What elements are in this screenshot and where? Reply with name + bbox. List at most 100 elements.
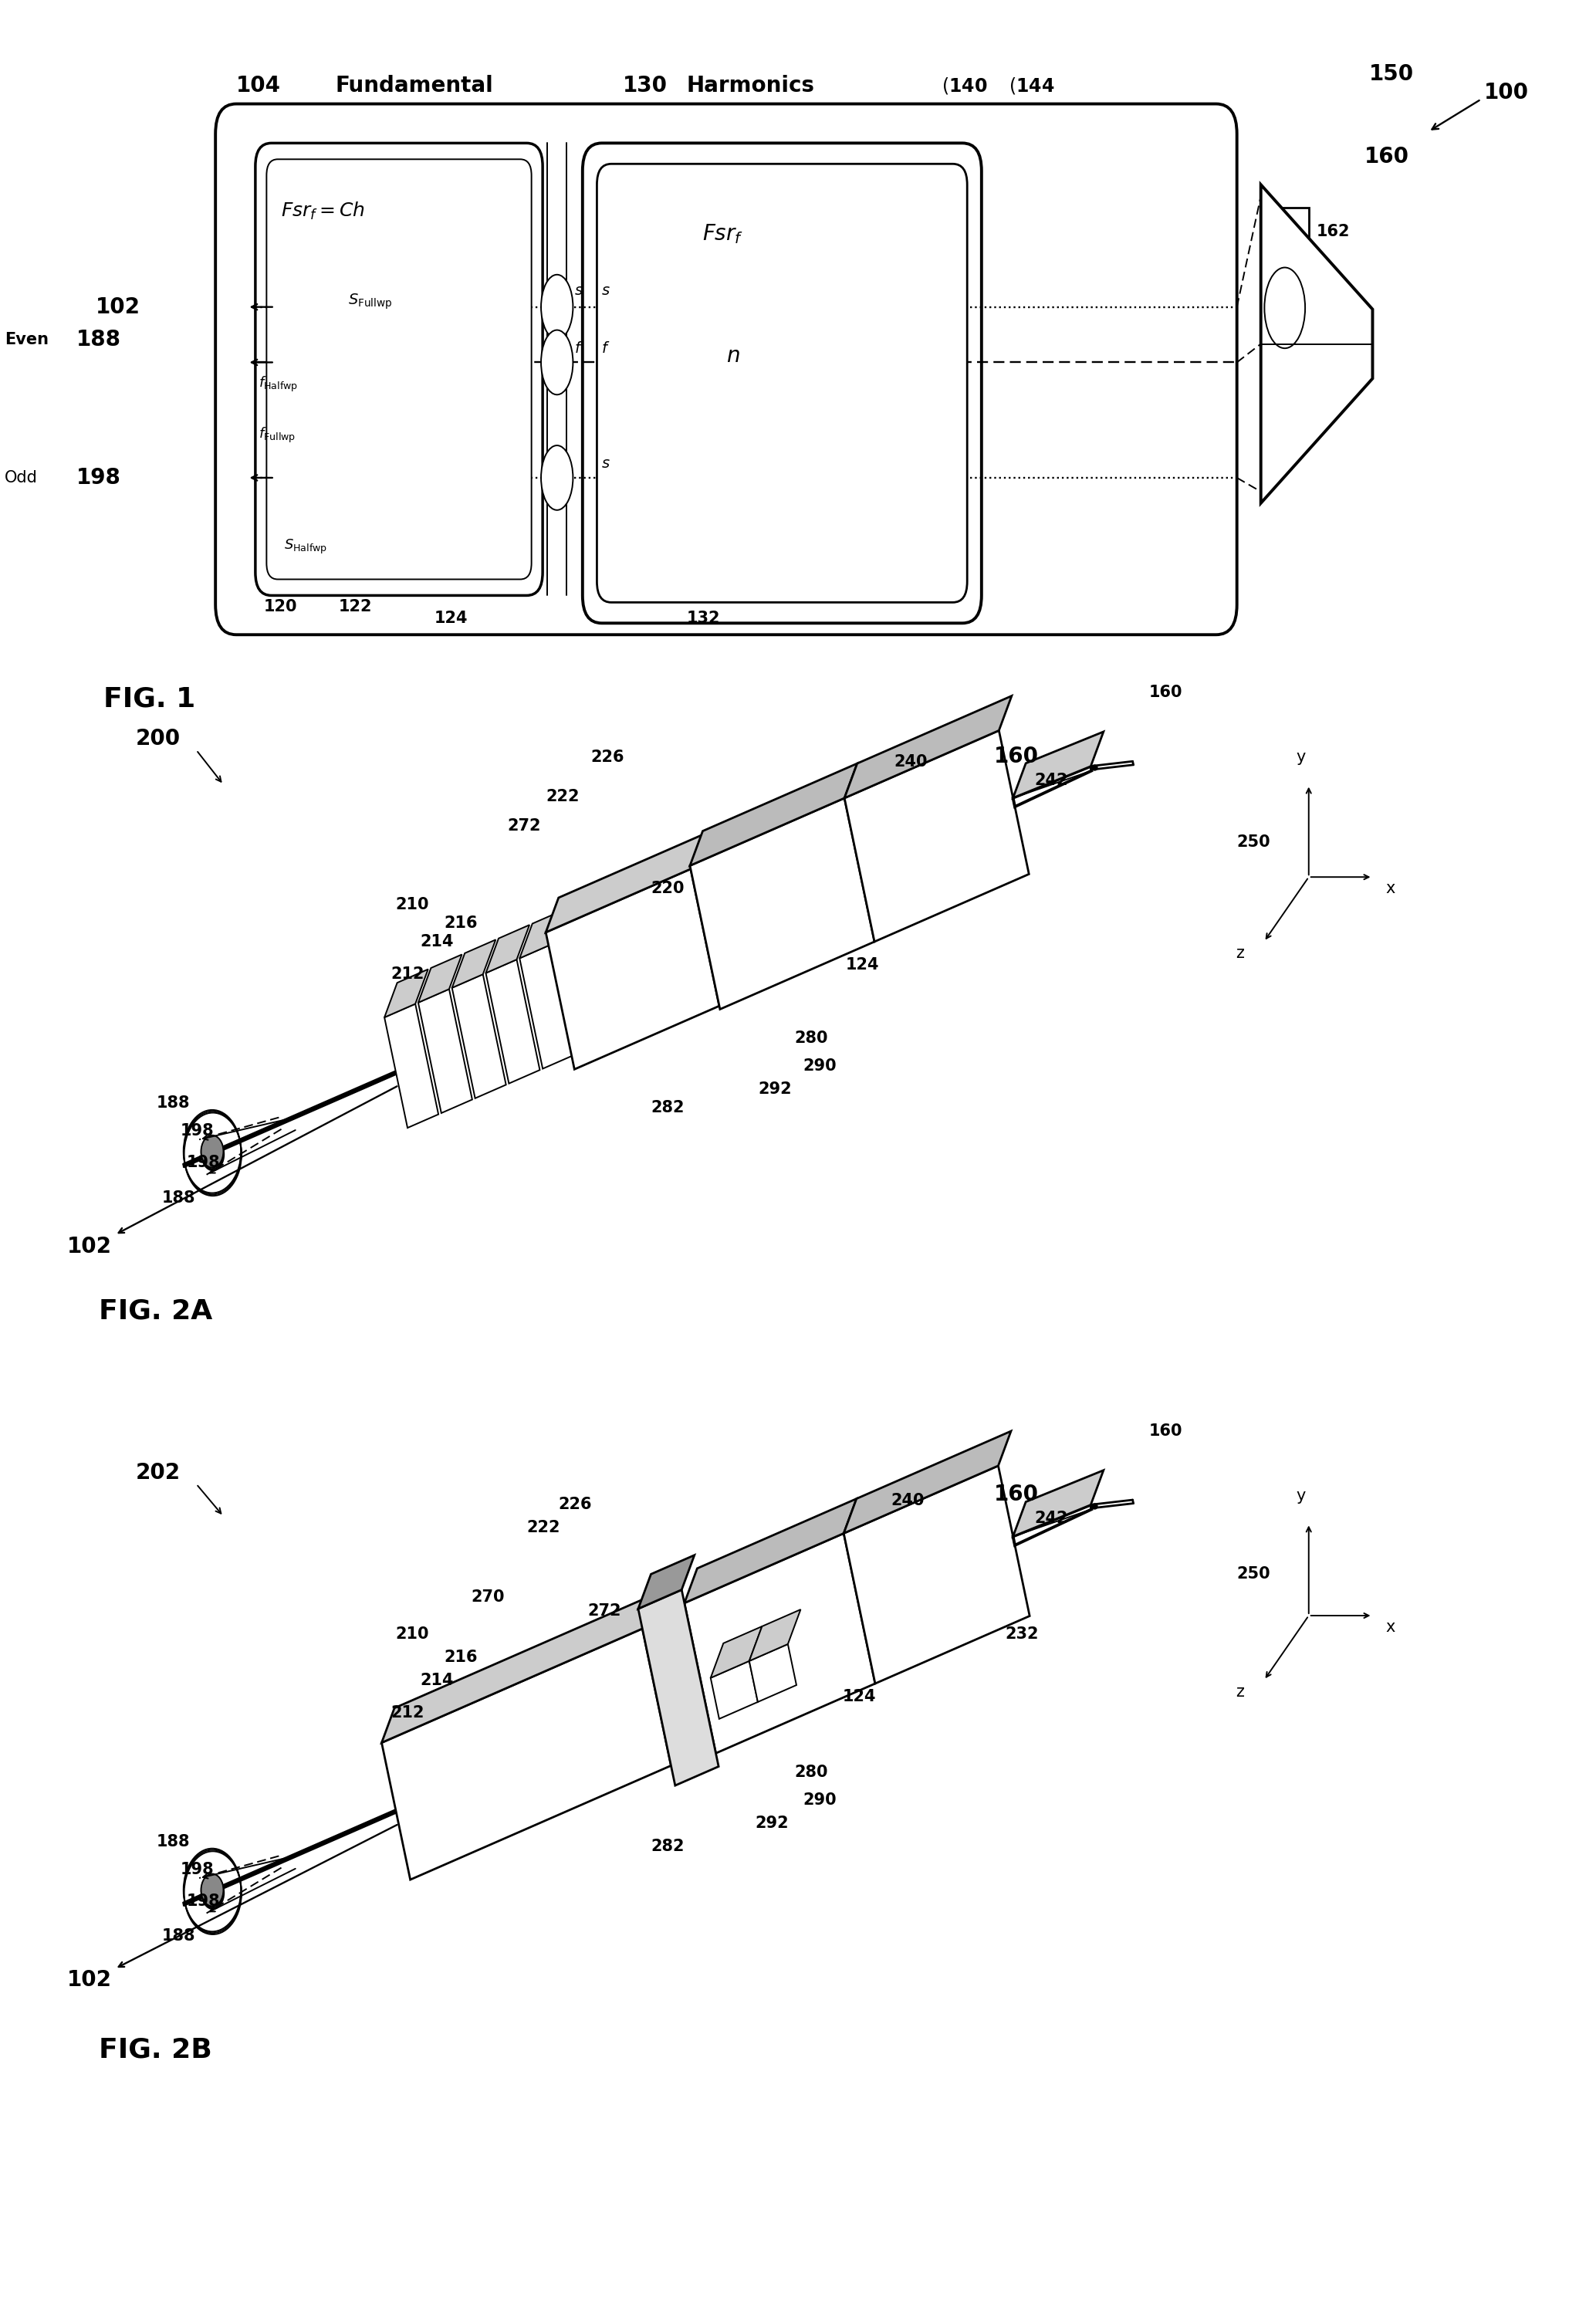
Text: 120: 120 — [263, 600, 297, 614]
Text: 282: 282 — [651, 1101, 685, 1115]
Polygon shape — [1013, 766, 1092, 808]
Polygon shape — [710, 1627, 761, 1678]
Text: 198: 198 — [180, 1863, 214, 1876]
Polygon shape — [1013, 1470, 1103, 1537]
Text: f: f — [575, 342, 579, 355]
Text: 160: 160 — [1149, 1424, 1183, 1438]
Text: 198: 198 — [77, 466, 121, 489]
Polygon shape — [844, 732, 1029, 942]
Text: 198: 198 — [187, 1893, 220, 1909]
Polygon shape — [749, 1609, 801, 1662]
Text: $S_{\mathsf{Fullwp}}$: $S_{\mathsf{Fullwp}}$ — [348, 293, 393, 312]
Text: 220: 220 — [651, 882, 685, 896]
Polygon shape — [689, 799, 875, 1009]
Polygon shape — [689, 764, 857, 866]
Text: 200: 200 — [136, 727, 180, 750]
Polygon shape — [418, 956, 461, 1002]
Text: $n$: $n$ — [726, 346, 741, 367]
Text: 280: 280 — [795, 1766, 828, 1779]
Ellipse shape — [1264, 268, 1306, 349]
Text: 188: 188 — [156, 1096, 190, 1110]
Polygon shape — [685, 1533, 875, 1754]
Text: 102: 102 — [96, 295, 140, 319]
Text: Fundamental: Fundamental — [335, 74, 493, 97]
FancyBboxPatch shape — [215, 104, 1237, 635]
Circle shape — [201, 1136, 223, 1168]
Polygon shape — [452, 974, 506, 1099]
Text: 272: 272 — [587, 1604, 621, 1618]
Text: y: y — [1296, 1489, 1306, 1503]
Text: Even: Even — [5, 332, 49, 346]
Circle shape — [201, 1138, 223, 1170]
Polygon shape — [385, 969, 428, 1018]
Text: 226: 226 — [591, 750, 624, 764]
Text: 232: 232 — [1005, 1627, 1039, 1641]
Text: 290: 290 — [803, 1793, 836, 1807]
Text: z: z — [1235, 946, 1243, 960]
Text: 292: 292 — [758, 1082, 792, 1096]
Polygon shape — [452, 939, 496, 988]
Polygon shape — [1013, 732, 1103, 799]
Text: 222: 222 — [546, 789, 579, 803]
Text: 210: 210 — [396, 1627, 429, 1641]
Text: 242: 242 — [1034, 773, 1068, 787]
Text: s: s — [602, 284, 610, 298]
Text: 102: 102 — [67, 1235, 112, 1258]
Polygon shape — [485, 960, 539, 1082]
Text: FIG. 2A: FIG. 2A — [99, 1297, 212, 1325]
Text: 242: 242 — [1034, 1512, 1068, 1526]
Text: 188: 188 — [161, 1191, 195, 1205]
Text: Harmonics: Harmonics — [686, 74, 814, 97]
FancyBboxPatch shape — [597, 164, 967, 602]
Circle shape — [201, 1876, 223, 1909]
FancyBboxPatch shape — [255, 143, 543, 595]
Text: 290: 290 — [803, 1059, 836, 1073]
Bar — [1261, 208, 1309, 369]
Text: 160: 160 — [1149, 685, 1183, 699]
Text: $S_{\mathsf{Halfwp}}$: $S_{\mathsf{Halfwp}}$ — [284, 538, 327, 556]
Text: 214: 214 — [420, 935, 453, 949]
Text: 250: 250 — [1237, 835, 1270, 849]
Text: 292: 292 — [755, 1816, 788, 1830]
Circle shape — [201, 1874, 223, 1906]
Text: 198: 198 — [180, 1124, 214, 1138]
Text: f: f — [602, 342, 606, 355]
Text: 162: 162 — [1317, 224, 1350, 240]
Text: z: z — [1235, 1685, 1243, 1699]
Polygon shape — [546, 835, 704, 932]
Polygon shape — [381, 1629, 670, 1879]
Polygon shape — [638, 1590, 718, 1786]
Text: 214: 214 — [420, 1673, 453, 1687]
FancyBboxPatch shape — [267, 159, 531, 579]
Polygon shape — [546, 870, 720, 1069]
Text: Odd: Odd — [5, 471, 38, 485]
Text: 240: 240 — [894, 755, 927, 769]
Text: x: x — [1385, 882, 1395, 896]
Text: 160: 160 — [994, 745, 1039, 766]
Text: 282: 282 — [651, 1839, 685, 1853]
Text: 240: 240 — [891, 1493, 924, 1507]
Polygon shape — [844, 1431, 1010, 1533]
Polygon shape — [749, 1643, 796, 1701]
Polygon shape — [520, 944, 573, 1069]
Text: 102: 102 — [67, 1969, 112, 1992]
Polygon shape — [685, 1498, 857, 1604]
Text: 280: 280 — [795, 1032, 828, 1046]
Text: 198: 198 — [187, 1154, 220, 1170]
Polygon shape — [385, 1004, 439, 1129]
Text: 160: 160 — [1365, 145, 1409, 168]
Text: $Fsr_f$: $Fsr_f$ — [702, 222, 744, 245]
Text: 188: 188 — [77, 328, 121, 351]
Polygon shape — [418, 990, 472, 1112]
Polygon shape — [520, 909, 563, 958]
Text: y: y — [1296, 750, 1306, 764]
Text: 132: 132 — [686, 612, 720, 625]
Polygon shape — [638, 1556, 694, 1609]
Text: 130: 130 — [622, 74, 667, 97]
Text: 250: 250 — [1237, 1567, 1270, 1581]
Polygon shape — [381, 1595, 654, 1743]
Text: FIG. 2B: FIG. 2B — [99, 2036, 212, 2063]
Polygon shape — [485, 926, 530, 974]
Text: s: s — [602, 457, 610, 471]
Text: $\mathsf{(}$144: $\mathsf{(}$144 — [1009, 76, 1055, 95]
